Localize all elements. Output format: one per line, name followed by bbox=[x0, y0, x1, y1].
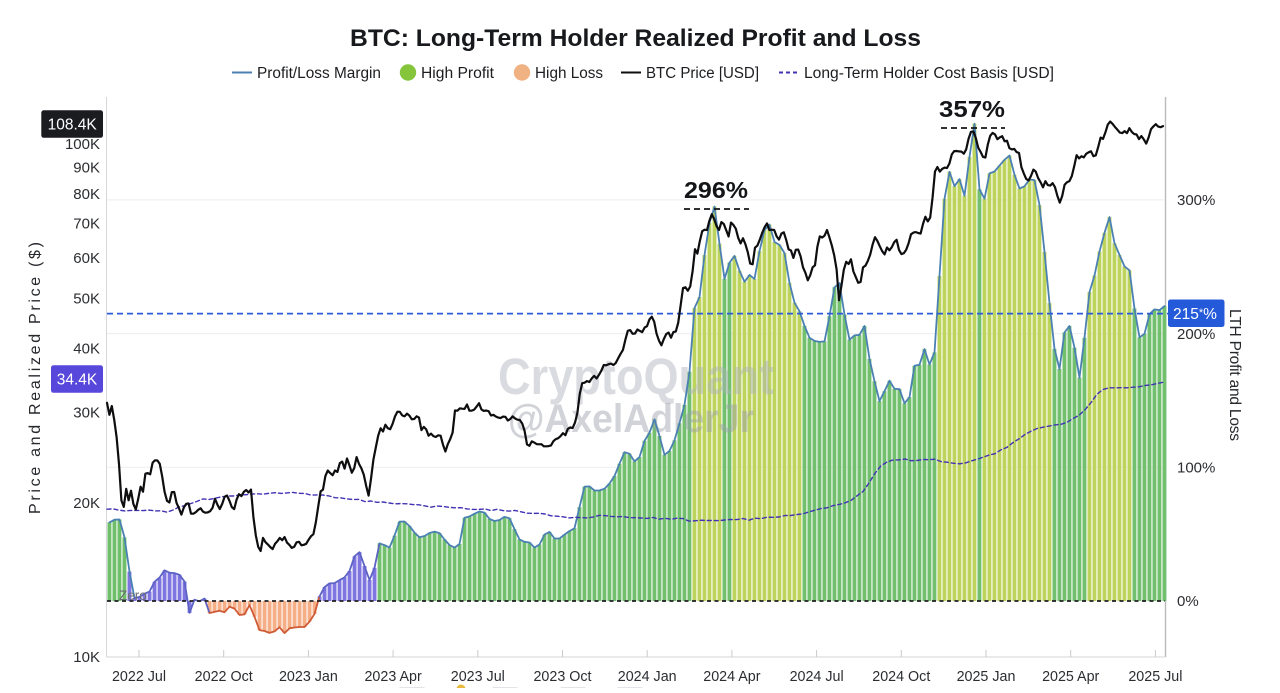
svg-text:30K: 30K bbox=[73, 404, 100, 421]
svg-text:80K: 80K bbox=[73, 186, 100, 203]
svg-text:10K: 10K bbox=[73, 649, 100, 666]
svg-text:90K: 90K bbox=[73, 160, 100, 177]
svg-text:296%: 296% bbox=[684, 177, 748, 203]
svg-text:200%: 200% bbox=[1177, 326, 1215, 343]
svg-text:Zero: Zero bbox=[119, 588, 147, 603]
svg-text:0%: 0% bbox=[1177, 593, 1199, 610]
svg-text:100%: 100% bbox=[1177, 460, 1215, 477]
svg-text:2024 Apr: 2024 Apr bbox=[703, 669, 760, 685]
svg-text:Profit/Loss Margin: Profit/Loss Margin bbox=[257, 65, 381, 82]
svg-text:215*%: 215*% bbox=[1173, 306, 1217, 323]
svg-text:@AxelAdlerJr: @AxelAdlerJr bbox=[508, 397, 754, 441]
svg-text:100K: 100K bbox=[65, 136, 100, 153]
svg-text:2023 Oct: 2023 Oct bbox=[533, 669, 591, 685]
svg-text:2023 Jul: 2023 Jul bbox=[451, 669, 505, 685]
svg-text:34.4K: 34.4K bbox=[57, 371, 98, 388]
svg-text:2023 Jan: 2023 Jan bbox=[279, 669, 338, 685]
svg-text:High Loss: High Loss bbox=[535, 65, 603, 82]
svg-text:BTC: Long-Term Holder Realized: BTC: Long-Term Holder Realized Profit an… bbox=[350, 25, 921, 52]
svg-text:300%: 300% bbox=[1177, 192, 1215, 209]
svg-text:60K: 60K bbox=[73, 250, 100, 267]
svg-text:2025 Jan: 2025 Jan bbox=[957, 669, 1016, 685]
svg-text:Price and Realized Price ($): Price and Realized Price ($) bbox=[27, 242, 44, 514]
svg-text:2022 Oct: 2022 Oct bbox=[195, 669, 253, 685]
svg-text:50K: 50K bbox=[73, 291, 100, 308]
svg-text:2025 Jul: 2025 Jul bbox=[1128, 669, 1182, 685]
svg-text:70K: 70K bbox=[73, 216, 100, 233]
svg-text:High Profit: High Profit bbox=[421, 65, 495, 82]
svg-text:LTH Profit and Loss: LTH Profit and Loss bbox=[1226, 309, 1243, 441]
svg-text:40K: 40K bbox=[73, 340, 100, 357]
svg-text:2023 Apr: 2023 Apr bbox=[364, 669, 421, 685]
svg-text:Long-Term Holder Cost Basis [U: Long-Term Holder Cost Basis [USD] bbox=[804, 65, 1054, 82]
svg-text:2022 Jul: 2022 Jul bbox=[112, 669, 166, 685]
svg-text:2024 Jan: 2024 Jan bbox=[618, 669, 677, 685]
svg-text:357%: 357% bbox=[939, 96, 1005, 122]
svg-text:20K: 20K bbox=[73, 495, 100, 512]
svg-text:2025 Apr: 2025 Apr bbox=[1042, 669, 1099, 685]
svg-text:BTC Price [USD]: BTC Price [USD] bbox=[646, 65, 759, 82]
svg-text:108.4K: 108.4K bbox=[48, 116, 98, 133]
svg-text:CryptoQuant: CryptoQuant bbox=[498, 348, 774, 405]
svg-text:2024 Oct: 2024 Oct bbox=[872, 669, 930, 685]
svg-text:2024 Jul: 2024 Jul bbox=[790, 669, 844, 685]
